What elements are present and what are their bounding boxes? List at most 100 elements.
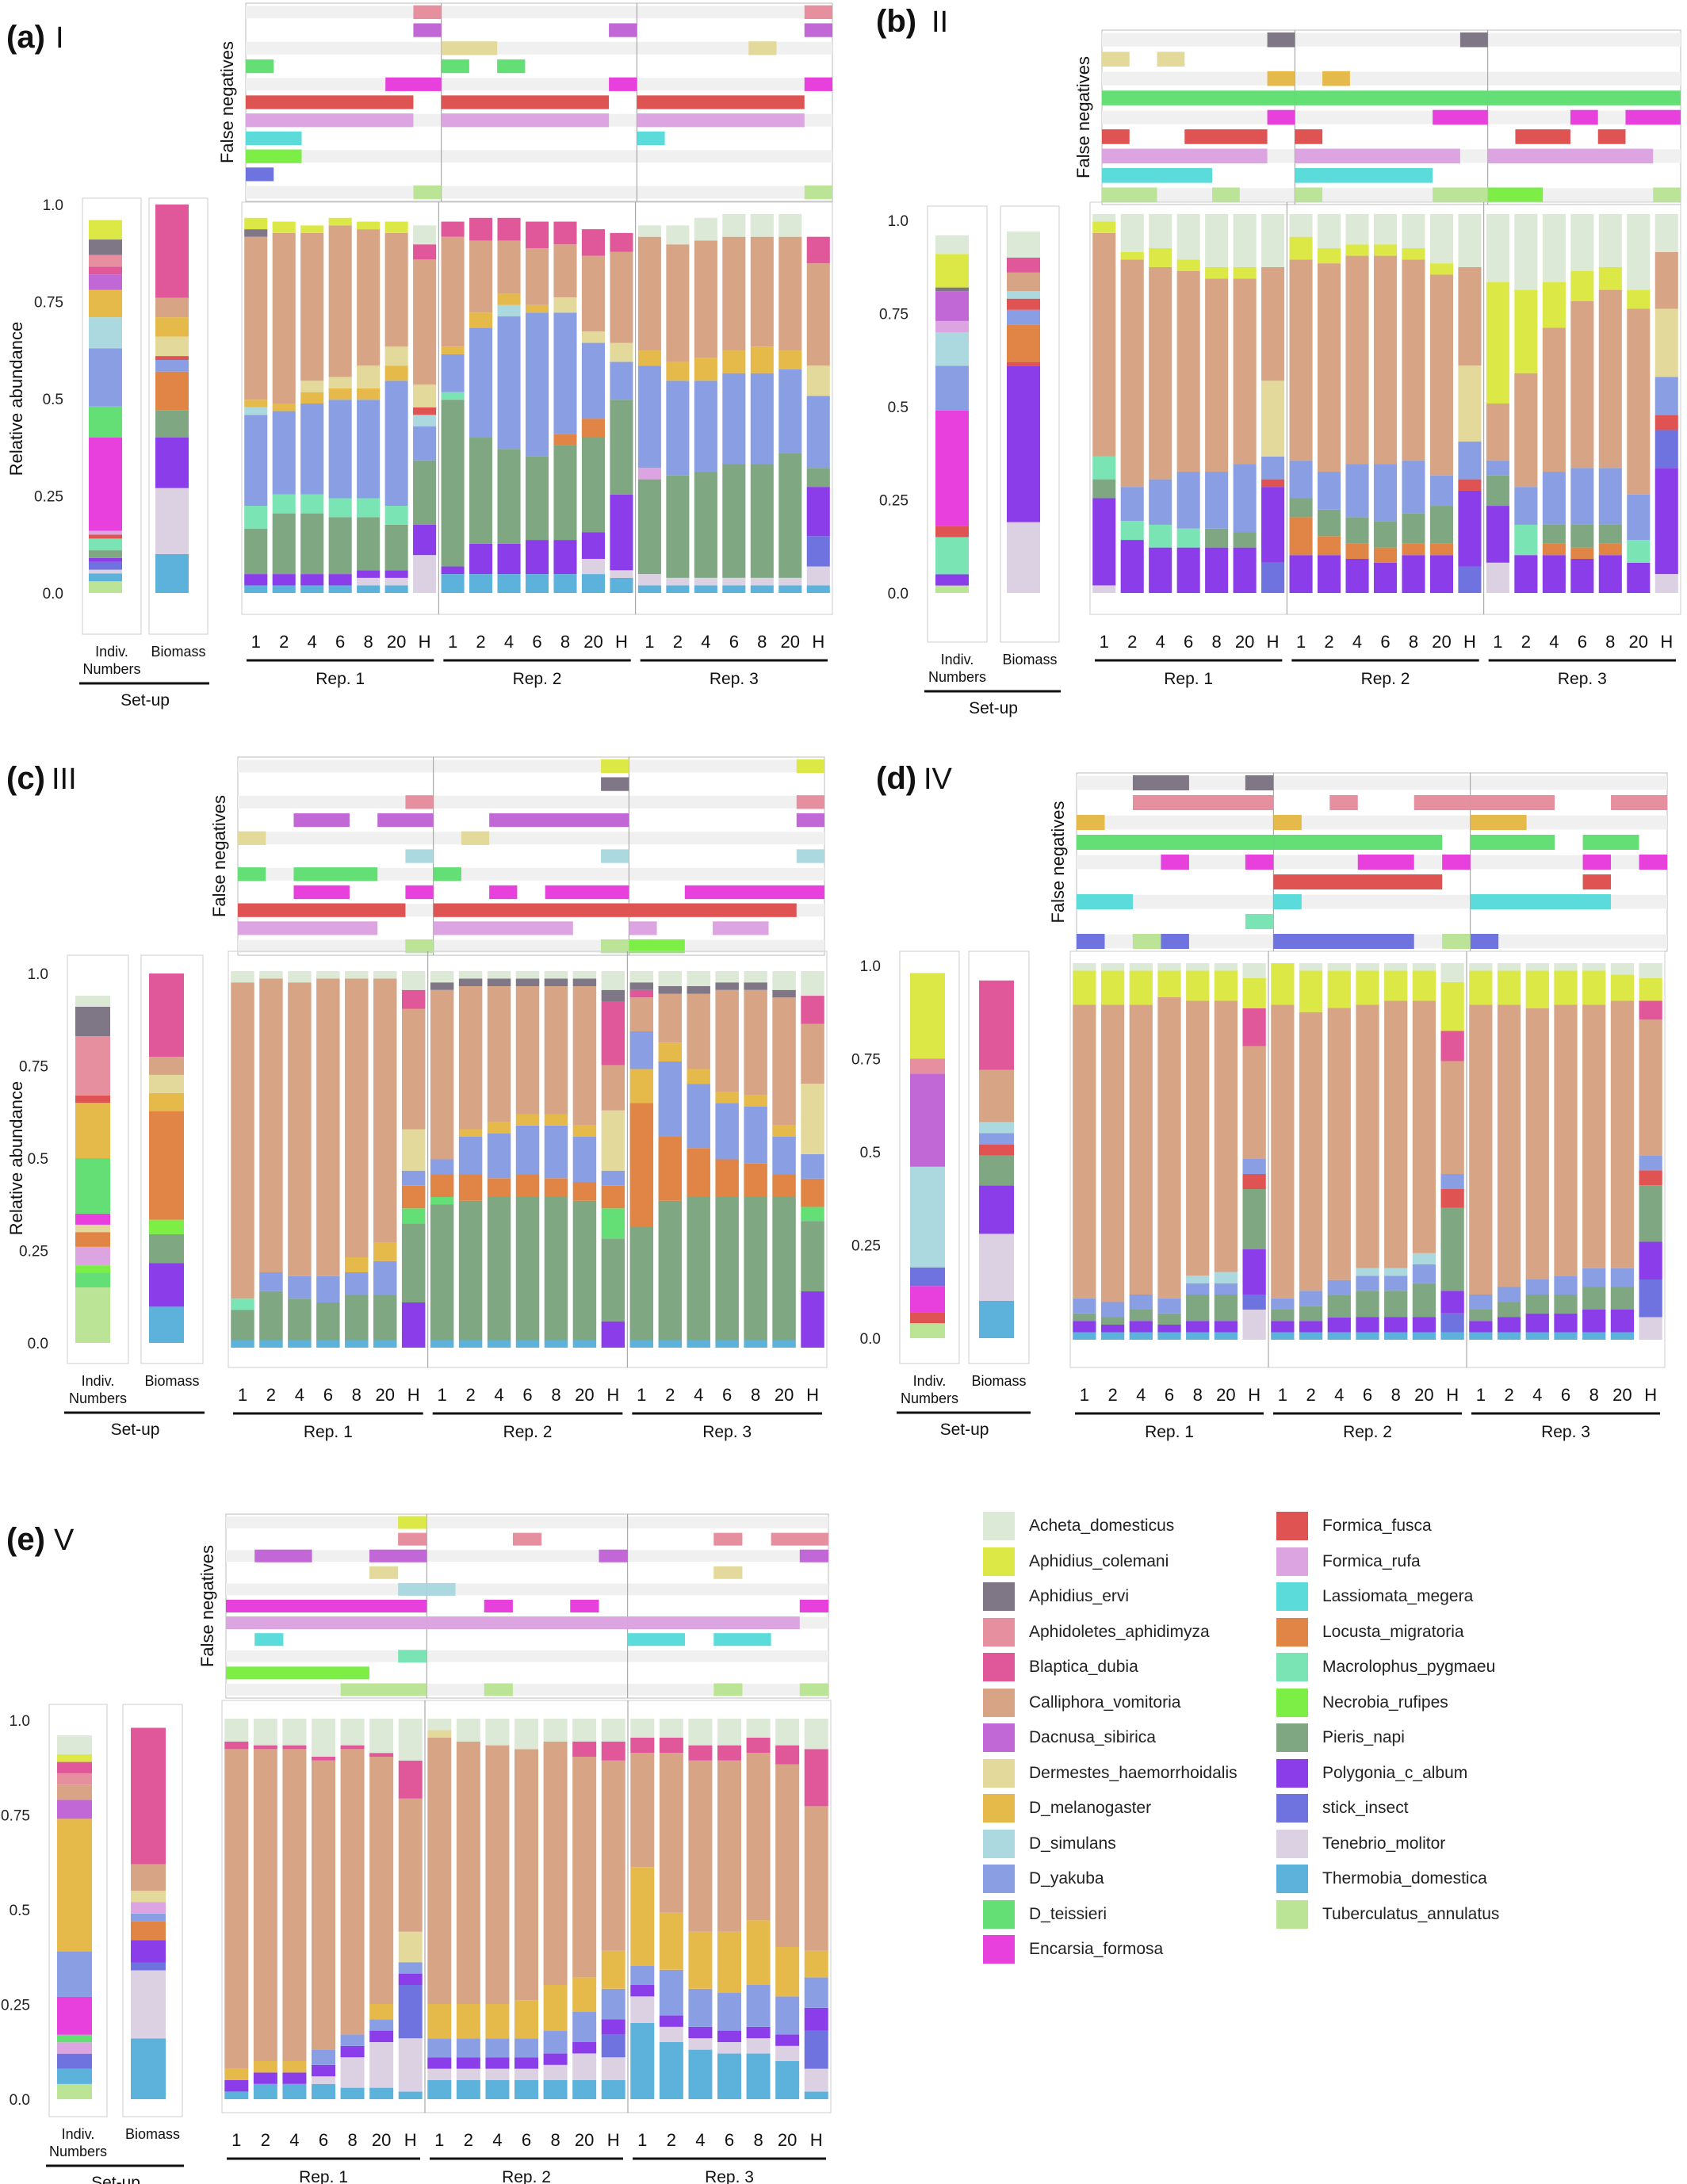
x-tick-label: 6 [729, 632, 739, 652]
bar-segment-polygonia-c-album [1205, 547, 1229, 593]
bar-segment-aphidius-ervi [487, 978, 511, 986]
x-tick-label: 6 [1184, 632, 1193, 652]
fn-cell-formica-fusca [1582, 874, 1612, 889]
bar-segment-blaptica-dubia [312, 1757, 335, 1761]
fn-cell-encarsia-formosa [1161, 855, 1189, 870]
x-tick-label: 8 [550, 2130, 560, 2150]
bar-rep3-1 [1486, 214, 1509, 593]
bar-segment-d-melanogaster [224, 2068, 249, 2080]
bar-segment-calliphora-vomitoria [1120, 259, 1144, 488]
x-tick-label: 20 [1612, 1385, 1632, 1405]
bar-segment-thermobia-domestica [458, 1340, 483, 1348]
fn-cell-d-teissieri [1295, 90, 1488, 105]
legend-swatch [983, 1935, 1015, 1964]
legend-item-calliphora-vomitoria: Calliphora_vomitoria [983, 1687, 1300, 1722]
x-tick-label: 1 [1296, 632, 1306, 652]
bar-segment-acheta-domesticus [430, 971, 454, 983]
setup-indiv-bar-aphidius-colemani [935, 254, 969, 288]
bar-segment-polygonia-c-album [282, 2072, 307, 2084]
setup-indiv-frame [82, 197, 142, 635]
bar-segment-formica-fusca [413, 407, 437, 415]
rep-label: Rep. 2 [1343, 1423, 1392, 1441]
fn-cell-formica-rufa [1487, 148, 1654, 164]
bar-segment-aphidius-ervi [572, 978, 597, 986]
bar-segment-d-yakuba [637, 365, 661, 469]
bar-segment-acheta-domesticus [658, 971, 683, 986]
bar-segment-aphidius-ervi [629, 982, 654, 990]
bar-segment-thermobia-domestica [224, 2091, 249, 2099]
bar-segment-polygonia-c-album [1497, 1317, 1521, 1333]
bar-segment-calliphora-vomitoria [1318, 263, 1341, 472]
bar-segment-acheta-domesticus [543, 1719, 568, 1742]
fn-cell-lassiomata-megera [1295, 168, 1433, 183]
x-tick-label: 6 [725, 2130, 734, 2150]
x-tick-label: 20 [372, 2130, 391, 2150]
bar-rep1-8 [345, 971, 369, 1348]
bar-segment-pieris-napi [300, 513, 324, 575]
bar-segment-calliphora-vomitoria [572, 1757, 597, 1978]
bar-segment-calliphora-vomitoria [601, 1065, 625, 1111]
bar-segment-d-simulans [1384, 1268, 1408, 1276]
x-tick-label: H [407, 1385, 420, 1405]
bar-segment-aphidius-colemani [1289, 236, 1313, 260]
legend-label: Thermobia_domestica [1322, 1869, 1487, 1888]
bar-segment-d-yakuba [553, 312, 577, 434]
bar-segment-calliphora-vomitoria [1073, 1004, 1096, 1299]
legend-swatch [983, 1758, 1015, 1788]
bar-segment-aphidius-ervi [430, 982, 454, 990]
bar-segment-pieris-napi [1440, 1207, 1464, 1291]
bar-segment-locusta-migratoria [1373, 547, 1398, 563]
legend-label: Lassiomata_megera [1322, 1587, 1474, 1605]
x-tick-label: 4 [1334, 1385, 1344, 1405]
fn-cell-d-melanogaster [1470, 815, 1527, 830]
bar-segment-d-yakuba [806, 396, 830, 469]
setup-indiv-bar-encarsia-formosa [89, 438, 122, 531]
setup-biomass-bar-blaptica-dubia [131, 1727, 166, 1865]
bar-segment-dermestes-haemorrhoidalis [398, 1931, 423, 1963]
bar-segment-d-yakuba [312, 2049, 335, 2065]
x-tick-label: 1 [645, 632, 654, 652]
bar-rep3-6 [717, 1719, 741, 2099]
setup-indiv-bar-encarsia-formosa [75, 1213, 110, 1225]
setup-biomass-bar-d-simulans [1007, 291, 1040, 299]
bar-rep3-20 [1627, 214, 1651, 593]
bar-rep1-6 [312, 1719, 335, 2099]
fn-cell-dermestes-haemorrhoidalis [1157, 52, 1185, 67]
bar-segment-d-yakuba [288, 1276, 312, 1299]
bar-segment-d-melanogaster [688, 1931, 713, 1989]
bar-segment-d-yakuba [746, 1985, 771, 2027]
x-tick-label: 20 [781, 632, 800, 652]
fn-cell-dacnusa-sibirica [796, 813, 824, 828]
bar-segment-d-melanogaster [469, 312, 493, 328]
fn-row-bg [246, 41, 832, 55]
bar-segment-acheta-domesticus [369, 1719, 394, 1754]
fn-cell-aphidius-ervi [1132, 775, 1189, 790]
bar-segment-pieris-napi [244, 528, 268, 575]
bar-segment-d-yakuba [1570, 468, 1594, 525]
bar-segment-d-yakuba [1289, 460, 1313, 499]
bar-segment-d-yakuba [1157, 1298, 1181, 1314]
bar-segment-calliphora-vomitoria [244, 236, 268, 400]
legend-item-d-yakuba: D_yakuba [983, 1863, 1300, 1898]
bar-segment-calliphora-vomitoria [750, 236, 774, 347]
bar-segment-acheta-domesticus [687, 971, 710, 986]
bar-rep1-H [413, 225, 437, 593]
bar-segment-calliphora-vomitoria [357, 229, 381, 366]
x-tick-label: 1 [438, 1385, 447, 1405]
bar-segment-d-melanogaster [750, 346, 774, 373]
bar-segment-polygonia-c-album [1327, 1317, 1351, 1333]
fn-cell-dermestes-haemorrhoidalis [1102, 52, 1130, 67]
bar-segment-calliphora-vomitoria [1092, 232, 1116, 457]
bar-segment-d-yakuba [1469, 1295, 1493, 1310]
bar-segment-d-melanogaster [497, 293, 521, 305]
fn-cell-dacnusa-sibirica [489, 813, 629, 828]
bar-segment-thermobia-domestica [312, 2083, 335, 2099]
panel-d: (d) IV False negatives 0.0 0.25 0.5 0.75 1.0 Ind… [851, 761, 1668, 1441]
bar-segment-calliphora-vomitoria [272, 232, 296, 404]
bar-segment-blaptica-dubia [629, 989, 654, 998]
bar-rep2-H [1458, 214, 1482, 593]
fn-row-bg [1102, 110, 1681, 124]
bar-segment-polygonia-c-album [1120, 540, 1144, 593]
